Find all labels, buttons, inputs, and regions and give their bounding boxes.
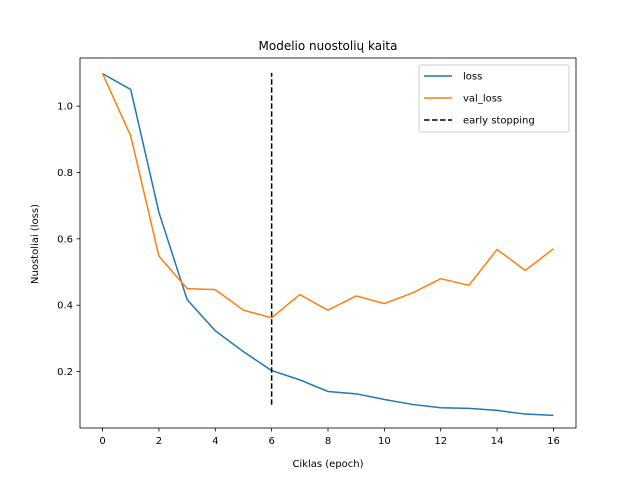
x-tick-label: 12 — [434, 436, 447, 447]
y-tick-label: 0.6 — [57, 234, 73, 245]
x-tick-label: 6 — [268, 436, 274, 447]
x-axis-title: Ciklas (epoch) — [292, 459, 363, 470]
x-axis-ticks: 0 2 4 6 8 10 12 14 16 — [99, 428, 560, 447]
chart-title: Modelio nuostolių kaita — [259, 39, 398, 53]
y-tick-label: 0.4 — [57, 301, 73, 312]
legend-box — [418, 64, 570, 133]
x-tick-label: 0 — [99, 436, 105, 447]
y-axis-ticks: 0.2 0.4 0.6 0.8 1.0 — [57, 102, 80, 378]
legend-label: early stopping — [463, 116, 535, 127]
x-tick-label: 8 — [325, 436, 331, 447]
y-tick-label: 0.8 — [57, 168, 73, 179]
y-tick-label: 1.0 — [57, 102, 73, 113]
series-line-loss — [102, 72, 554, 417]
x-tick-label: 14 — [491, 436, 504, 447]
x-tick-label: 4 — [212, 436, 218, 447]
x-tick-label: 16 — [547, 436, 560, 447]
y-tick-label: 0.2 — [57, 367, 73, 378]
legend-label: val_loss — [463, 94, 502, 105]
legend-label: loss — [463, 72, 482, 83]
series-line-val-loss — [101, 73, 554, 319]
x-tick-label: 10 — [378, 436, 391, 447]
y-axis-title: Nuostoliai (loss) — [30, 204, 41, 284]
x-tick-label: 2 — [156, 436, 162, 447]
